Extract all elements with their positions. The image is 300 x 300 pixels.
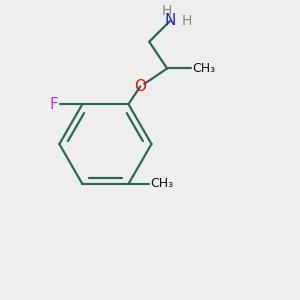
Text: H: H [162,4,172,18]
Text: F: F [50,97,58,112]
Text: CH₃: CH₃ [151,178,174,190]
Text: H: H [182,14,192,28]
Text: O: O [134,79,146,94]
Text: CH₃: CH₃ [192,62,215,75]
Text: N: N [164,14,176,28]
